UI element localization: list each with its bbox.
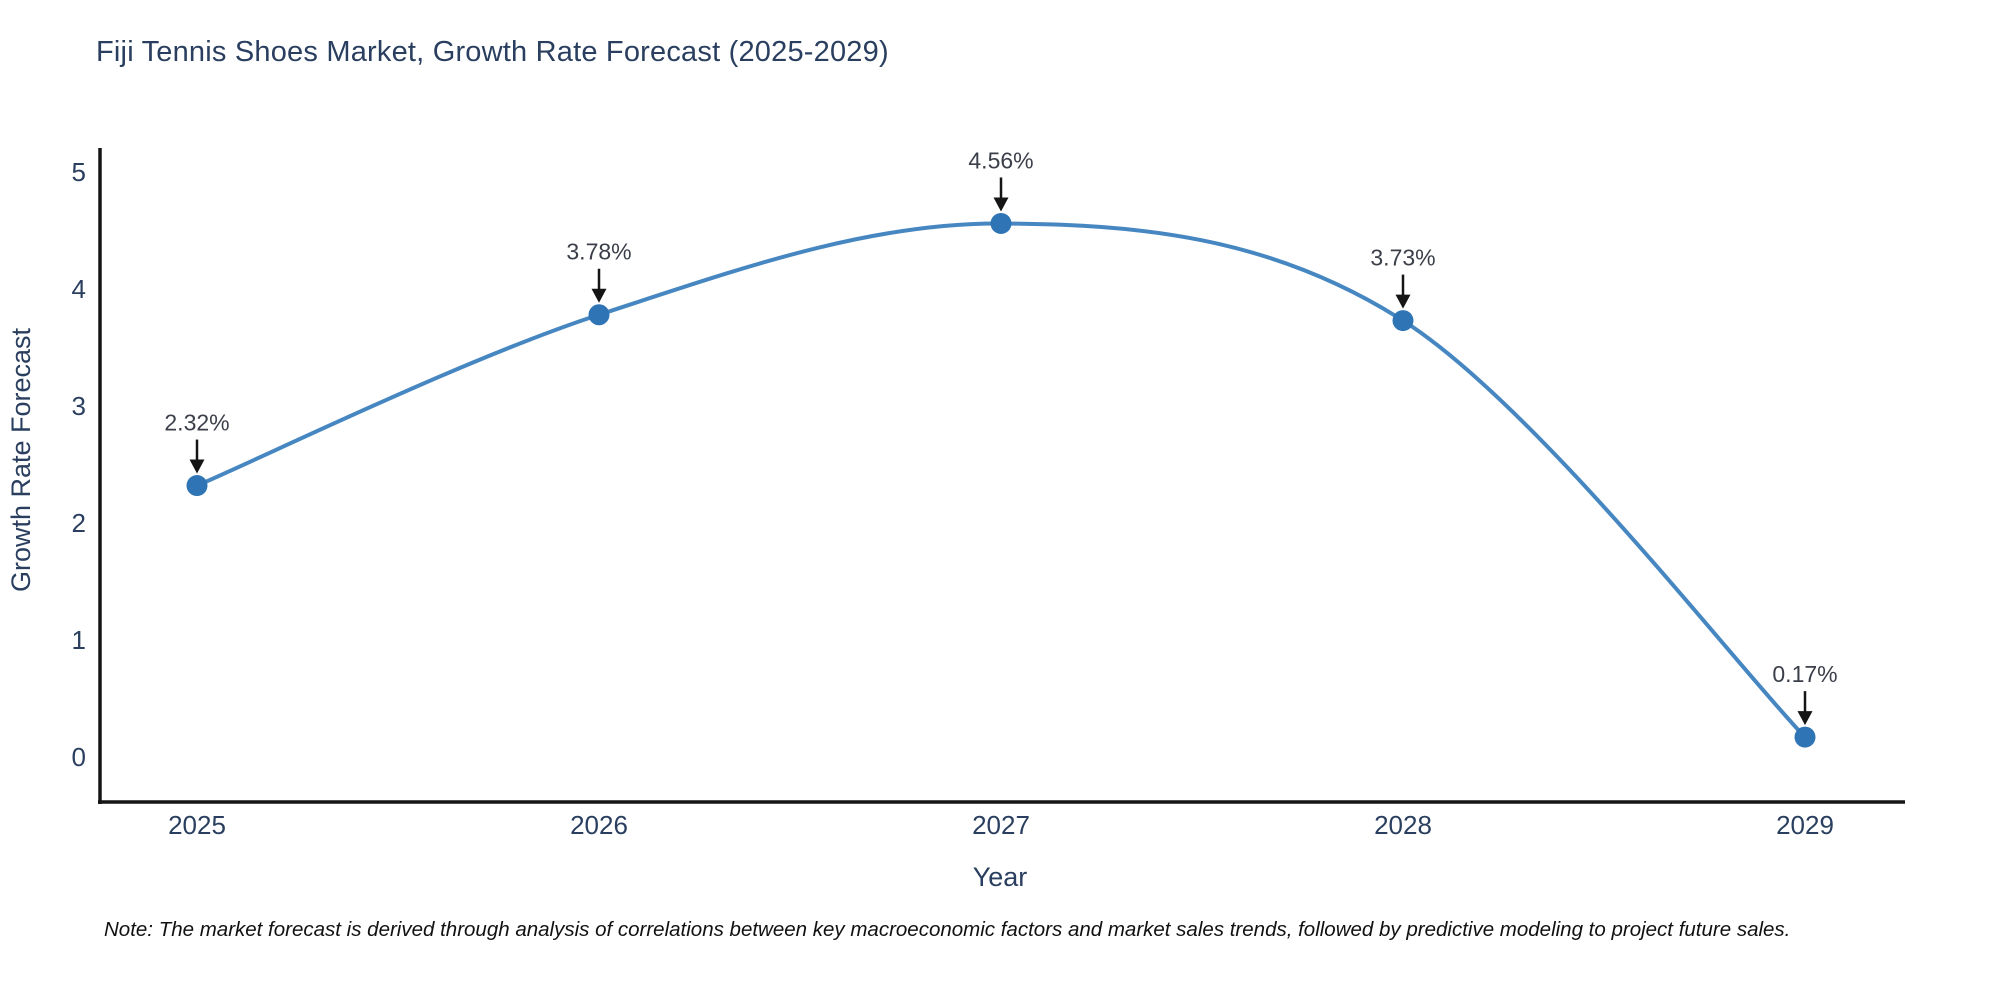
x-tick-label: 2025 xyxy=(168,810,226,840)
x-axis-title: Year xyxy=(973,862,1028,892)
annotation-label: 4.56% xyxy=(968,147,1033,173)
y-axis: 0 1 2 3 4 5 Growth Rate Forecast xyxy=(6,148,102,804)
y-axis-title: Growth Rate Forecast xyxy=(6,327,36,592)
y-tick-label: 3 xyxy=(72,391,86,421)
annotation-arrowhead xyxy=(189,459,205,474)
forecast-series-line xyxy=(195,221,1807,740)
data-point-markers xyxy=(186,212,1816,748)
point-annotations: 2.32% 3.78% 4.56% 3.73% 0.17% xyxy=(164,147,1838,726)
annotation-arrowhead xyxy=(993,197,1009,212)
chart-footnote: Note: The market forecast is derived thr… xyxy=(104,918,1791,941)
annotation-label: 2.32% xyxy=(164,410,229,436)
data-point-marker xyxy=(186,475,208,497)
annotation-arrowhead xyxy=(1395,294,1411,309)
x-tick-label: 2026 xyxy=(570,810,628,840)
data-point-marker xyxy=(1794,726,1816,748)
chart-title: Fiji Tennis Shoes Market, Growth Rate Fo… xyxy=(96,36,889,68)
y-tick-labels: 0 1 2 3 4 5 xyxy=(72,157,86,772)
x-tick-label: 2027 xyxy=(972,810,1030,840)
x-tick-label: 2028 xyxy=(1374,810,1432,840)
annotation-arrowhead xyxy=(591,288,607,303)
y-tick-label: 0 xyxy=(72,742,86,772)
data-point-marker xyxy=(990,212,1012,234)
y-tick-label: 1 xyxy=(72,625,86,655)
data-point-marker xyxy=(1392,310,1414,332)
annotation-label: 0.17% xyxy=(1772,661,1837,687)
annotation-label: 3.78% xyxy=(566,239,631,265)
y-tick-label: 2 xyxy=(72,508,86,538)
x-axis: 2025 2026 2027 2028 2029 Year xyxy=(98,800,1905,892)
annotation-label: 3.73% xyxy=(1370,245,1435,271)
annotation-arrowhead xyxy=(1797,711,1813,726)
y-tick-label: 5 xyxy=(72,157,86,187)
x-tick-label: 2029 xyxy=(1776,810,1834,840)
data-point-marker xyxy=(588,304,610,326)
y-tick-label: 4 xyxy=(72,274,86,304)
x-tick-labels: 2025 2026 2027 2028 2029 xyxy=(168,810,1834,840)
